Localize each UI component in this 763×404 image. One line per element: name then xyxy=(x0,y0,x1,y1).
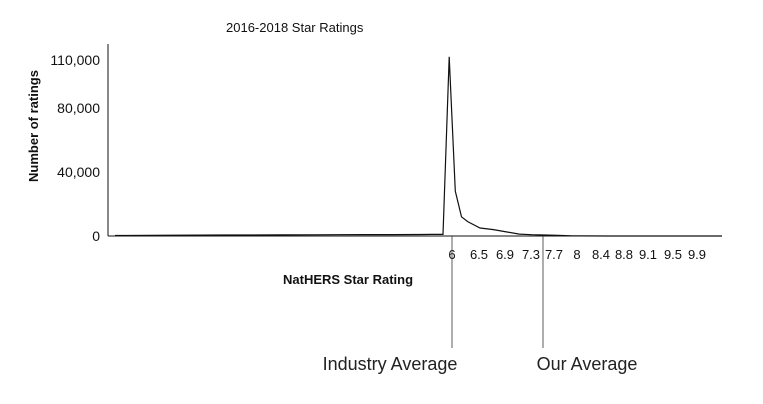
x-tick-labels: 6 6.5 6.9 7.3 7.7 8 8.4 8.8 9.1 9.5 9.9 xyxy=(448,247,706,262)
y-tick-label: 80,000 xyxy=(57,100,100,116)
series-line xyxy=(114,56,722,237)
x-tick-label: 6.9 xyxy=(496,247,514,262)
x-tick-label: 9.1 xyxy=(639,247,657,262)
x-tick-label: 6.5 xyxy=(470,247,488,262)
x-tick-label: 7.3 xyxy=(522,247,540,262)
annotation-label: Our Average xyxy=(537,354,638,374)
y-tick-label: 110,000 xyxy=(50,52,100,68)
x-tick-label: 9.9 xyxy=(688,247,706,262)
y-axis-label: Number of ratings xyxy=(26,70,41,182)
y-tick-label: 40,000 xyxy=(57,164,100,180)
y-tick-label: 0 xyxy=(92,228,100,244)
x-tick-label: 9.5 xyxy=(664,247,682,262)
annotation-label: Industry Average xyxy=(323,354,458,374)
x-tick-label: 8.8 xyxy=(615,247,633,262)
x-tick-label: 7.7 xyxy=(545,247,563,262)
x-axis-label: NatHERS Star Rating xyxy=(283,272,413,287)
chart-title: 2016-2018 Star Ratings xyxy=(226,20,364,35)
x-tick-label: 8.4 xyxy=(592,247,610,262)
x-tick-label: 8 xyxy=(573,247,580,262)
y-tick-labels: 0 40,000 80,000 110,000 xyxy=(50,52,100,244)
average-annotations: Industry Average Our Average xyxy=(323,236,638,374)
